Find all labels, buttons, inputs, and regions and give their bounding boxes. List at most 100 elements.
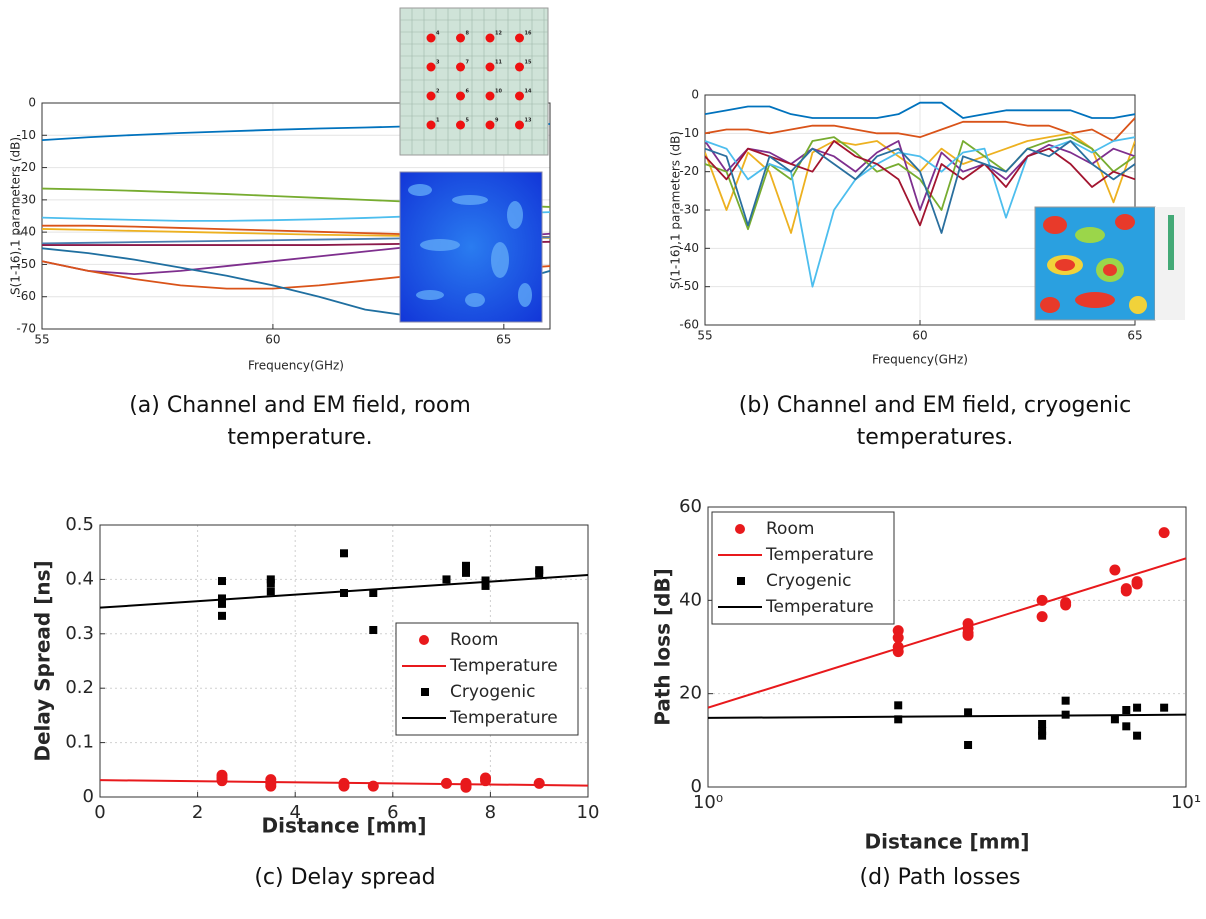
marker — [1110, 715, 1119, 724]
marker — [340, 549, 348, 558]
port-label: 11 — [495, 60, 502, 66]
legend-label: Temperature — [765, 545, 874, 565]
y-tick-label: -60 — [679, 318, 699, 332]
port — [426, 91, 436, 101]
marker — [1060, 599, 1072, 611]
marker — [218, 594, 226, 603]
port — [485, 62, 495, 72]
y-axis-label: S(1-16),1 parameters (dB) — [9, 137, 23, 295]
marker — [962, 629, 974, 641]
marker — [1131, 578, 1143, 590]
marker — [964, 708, 973, 717]
plots: 55 60 650-10-20-30-40-50-60-70Frequency(GH… — [9, 88, 1202, 854]
x-tick-label: 55 — [697, 328, 712, 342]
port — [456, 62, 465, 72]
marker — [462, 561, 470, 570]
marker — [340, 589, 348, 597]
marker — [1038, 727, 1047, 735]
marker — [266, 579, 275, 588]
marker — [1109, 564, 1121, 576]
x-tick-label: 2 — [192, 802, 203, 823]
marker — [265, 780, 277, 792]
caption: (d) Path losses — [859, 865, 1021, 890]
port — [426, 33, 436, 43]
series-line — [705, 101, 1135, 119]
port-label: 1 — [436, 118, 440, 124]
y-axis-label: S(1-16),1 parameters (dB) — [669, 131, 683, 289]
x-tick-label: 0 — [94, 802, 105, 823]
x-axis-label: Distance [mm] — [865, 830, 1030, 854]
y-tick-label: 0 — [691, 776, 702, 797]
cryo-blobs — [1040, 214, 1147, 314]
port-label: 14 — [525, 89, 532, 95]
y-axis-label: Delay Spread [ns] — [31, 560, 55, 761]
x-tick-label: 65 — [1127, 328, 1142, 342]
x-tick-label: 60 — [265, 332, 280, 346]
y-tick-label: 0.3 — [65, 623, 94, 644]
x-tick-label: 10⁰ — [693, 792, 723, 813]
inset-array — [399, 7, 549, 156]
y-tick-label: 0.5 — [65, 514, 94, 535]
y-tick-label: 20 — [679, 683, 702, 704]
caption: (c) Delay spread — [254, 865, 436, 890]
x-axis-label: Distance [mm] — [262, 814, 427, 838]
marker — [1038, 731, 1047, 740]
axes-frame — [707, 506, 1187, 788]
y-tick-label: 40 — [679, 589, 702, 610]
port-label: 9 — [495, 118, 499, 124]
marker — [1158, 527, 1170, 539]
port-label: 4 — [436, 31, 440, 37]
port — [456, 120, 465, 130]
x-tick-label: 55 — [34, 332, 49, 346]
y-tick-label: 0.1 — [65, 732, 94, 753]
marker — [1038, 720, 1047, 728]
legend-label: Temperature — [449, 708, 558, 728]
x-tick-label: 10¹ — [1171, 792, 1201, 813]
caption: (b) Channel and EM field, cryogenic temp… — [738, 393, 1132, 450]
port-label: 12 — [495, 31, 502, 37]
port — [426, 62, 436, 72]
marker — [894, 701, 903, 710]
marker — [442, 575, 451, 584]
marker — [1036, 611, 1048, 623]
legend-swatch — [421, 688, 429, 696]
series-line — [708, 557, 1186, 709]
port — [515, 33, 524, 43]
inset-grid — [400, 8, 548, 155]
marker — [218, 577, 226, 586]
port — [426, 120, 436, 130]
field-blobs — [408, 184, 532, 307]
y-tick-label: -30 — [16, 192, 36, 206]
y-tick-label: -20 — [679, 164, 699, 178]
marker — [481, 576, 490, 585]
legend-label: Room — [766, 519, 814, 539]
y-tick-label: -40 — [16, 225, 36, 239]
series-line — [100, 574, 588, 609]
marker — [892, 632, 904, 644]
port-label: 2 — [436, 89, 440, 95]
marker — [1160, 703, 1169, 712]
marker — [481, 581, 490, 590]
y-tick-label: -10 — [16, 128, 36, 142]
colorbar — [1168, 215, 1174, 270]
insets: 4 8 12 163 7 11 152 6 10 141 5 9 13 — [399, 7, 1185, 323]
legend-label: Room — [450, 630, 498, 650]
y-tick-label: -20 — [16, 160, 36, 174]
marker — [462, 568, 470, 577]
y-tick-label: -30 — [679, 203, 699, 217]
legend-label: Temperature — [449, 656, 558, 676]
marker — [1061, 696, 1070, 705]
series-line — [705, 140, 1135, 211]
port-label: 13 — [525, 118, 532, 124]
series-line — [708, 713, 1186, 719]
port — [456, 33, 465, 43]
port-label: 8 — [466, 31, 470, 37]
x-tick-label: 10 — [577, 802, 600, 823]
x-tick-label: 6 — [387, 802, 398, 823]
marker — [533, 777, 545, 789]
y-tick-label: 0 — [83, 786, 94, 807]
port-label: 16 — [525, 31, 532, 37]
x-axis-label: Frequency(GHz) — [248, 359, 344, 373]
y-tick-label: 60 — [679, 496, 702, 517]
marker — [266, 587, 275, 596]
